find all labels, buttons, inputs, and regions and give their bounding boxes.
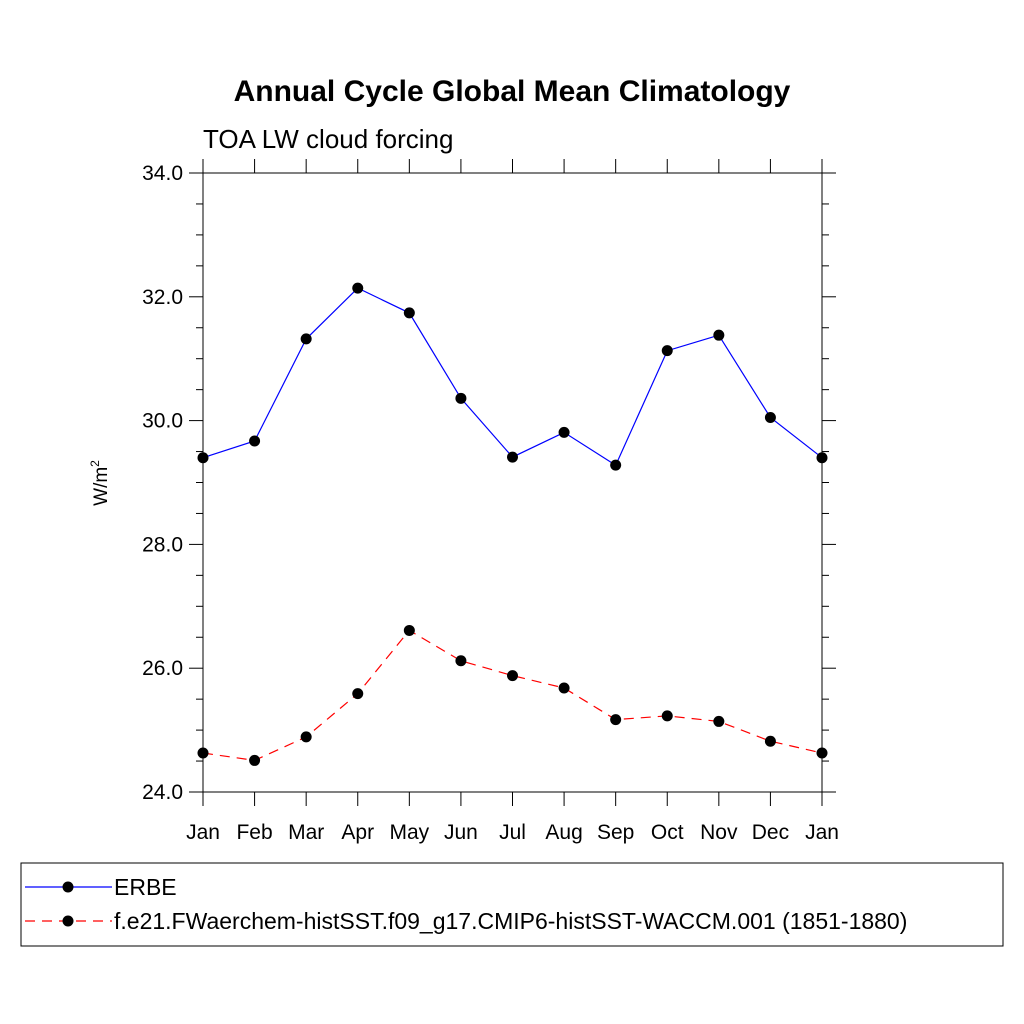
y-tick-label: 34.0 [142,162,183,185]
data-point-series-2 [403,624,415,636]
data-point-series-1 [558,426,570,438]
plot-frame [202,172,823,793]
legend-box [20,862,1004,947]
data-point-series-1 [610,459,622,471]
legend-label-1: ERBE [114,874,177,900]
data-point-series-2 [507,670,518,682]
data-point-series-1 [455,392,467,404]
data-point-series-2 [713,715,725,727]
data-point-series-2 [455,655,467,667]
data-point-series-1 [816,452,828,464]
data-point-series-1 [403,307,415,319]
y-tick-label: 32.0 [142,286,183,309]
data-point-series-1 [197,452,209,464]
data-point-series-2 [352,688,364,700]
y-tick-label: 30.0 [142,410,183,433]
data-point-series-1 [507,451,518,463]
legend-label-2: f.e21.FWaerchem-histSST.f09_g17.CMIP6-hi… [114,908,907,934]
data-point-series-2 [558,682,570,694]
data-point-series-2 [249,754,261,766]
y-tick-label: 26.0 [142,657,183,680]
x-tick-label: May [389,821,429,844]
data-point-series-1 [661,345,673,357]
series-layer [197,282,828,766]
y-axis: 24.0 26.0 28.0 30.0 32.0 34.0 [142,162,836,804]
x-tick-label: Feb [236,821,272,844]
data-point-series-2 [197,747,209,759]
x-tick-label: Jul [499,821,526,844]
x-tick-label: Nov [700,821,738,844]
y-axis-label-base: W/m [91,467,112,506]
x-axis: Jan Feb Mar Apr May Jun Jul Aug Sep Oct Nov Dec Jan [186,159,839,844]
data-point-series-1 [300,333,312,345]
series-line-2 [202,629,823,762]
chart-subtitle: TOA LW cloud forcing [203,124,453,154]
data-point-series-1 [764,412,776,424]
x-tick-label: Jan [186,821,220,844]
data-point-series-1 [713,329,725,341]
y-tick-label: 24.0 [142,781,183,804]
series-line-1 [202,287,823,467]
x-tick-label: Dec [752,821,789,844]
x-tick-label: Sep [597,821,634,844]
x-tick-label: Jun [444,821,478,844]
x-tick-label: Jan [805,821,839,844]
data-point-series-1 [249,435,261,447]
x-tick-label: Apr [341,821,374,844]
legend-marker-2 [62,915,74,927]
x-tick-label: Aug [545,821,582,844]
data-point-series-2 [816,747,828,759]
y-axis-label: W/m2 [88,460,112,506]
y-axis-label-sup: 2 [88,460,102,467]
data-point-series-1 [352,282,364,294]
data-point-series-2 [610,714,622,726]
chart-title: Annual Cycle Global Mean Climatology [234,75,791,108]
x-tick-label: Oct [651,821,684,844]
x-tick-label: Mar [288,821,324,844]
data-point-series-2 [300,731,312,743]
legend-marker-1 [62,881,74,893]
data-point-series-2 [764,735,776,747]
data-point-series-2 [661,710,673,722]
y-tick-label: 28.0 [142,533,183,556]
legend: ERBE f.e21.FWaerchem-histSST.f09_g17.CMIP… [25,874,907,934]
